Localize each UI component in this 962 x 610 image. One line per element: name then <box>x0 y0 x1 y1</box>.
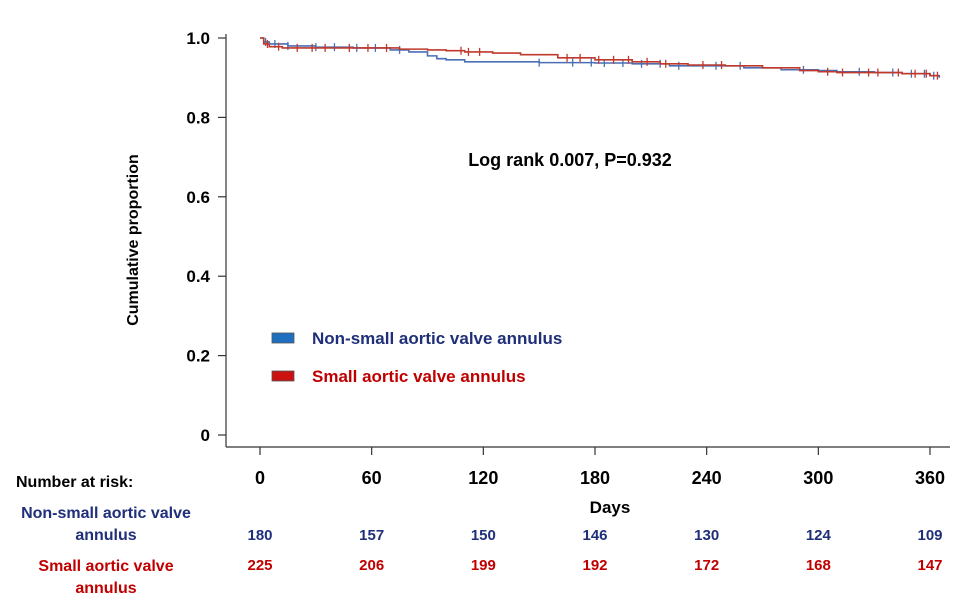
at-risk-count: 157 <box>359 527 385 544</box>
x-tick-label: 0 <box>255 468 265 488</box>
legend-label-non-small: Non-small aortic valve annulus <box>312 329 562 348</box>
x-axis-title: Days <box>590 498 631 517</box>
at-risk-count: 172 <box>694 557 720 574</box>
y-tick-label: 0.4 <box>186 267 210 286</box>
risk-table-heading: Number at risk: <box>16 474 134 491</box>
y-tick-label: 0.8 <box>186 108 210 127</box>
legend-swatch-non-small <box>271 332 295 344</box>
y-tick-label: 1.0 <box>186 29 210 48</box>
y-tick-label: 0.2 <box>186 347 210 366</box>
legend-swatch-small <box>271 370 295 382</box>
at-risk-count: 146 <box>582 527 608 544</box>
y-tick-label: 0 <box>201 426 210 445</box>
y-axis-title: Cumulative proportion <box>125 154 142 326</box>
at-risk-count: 199 <box>470 557 496 574</box>
y-tick-label: 0.6 <box>186 188 210 207</box>
log-rank-annotation: Log rank 0.007, P=0.932 <box>468 150 672 170</box>
y-tick-labels: 0 0.2 0.4 0.6 0.8 1.0 <box>186 29 226 445</box>
x-tick-label: 180 <box>580 468 610 488</box>
x-tick-label: 300 <box>803 468 833 488</box>
at-risk-count: 150 <box>470 527 496 544</box>
legend-label-small: Small aortic valve annulus <box>312 367 526 386</box>
risk-group-label-small: Small aortic valve annulus <box>38 558 174 597</box>
at-risk-count: 130 <box>694 527 720 544</box>
at-risk-count: 124 <box>805 527 831 544</box>
legend: Non-small aortic valve annulus Small aor… <box>271 329 562 386</box>
series-layer <box>260 37 941 80</box>
at-risk-count: 206 <box>359 557 385 574</box>
x-tick-label: 240 <box>692 468 722 488</box>
at-risk-count: 180 <box>247 527 273 544</box>
x-tick-label: 60 <box>362 468 382 488</box>
at-risk-count: 168 <box>805 557 831 574</box>
at-risk-count: 147 <box>917 557 943 574</box>
at-risk-count: 192 <box>582 557 608 574</box>
at-risk-count: 109 <box>917 527 943 544</box>
x-tick-label: 360 <box>915 468 945 488</box>
x-tick-labels: 0 60 120 180 240 300 360 <box>255 447 945 488</box>
risk-group-label-non-small: Non-small aortic valve annulus <box>21 505 191 544</box>
survival-curve-small <box>260 37 940 77</box>
at-risk-count: 225 <box>247 557 273 574</box>
x-tick-label: 120 <box>468 468 498 488</box>
